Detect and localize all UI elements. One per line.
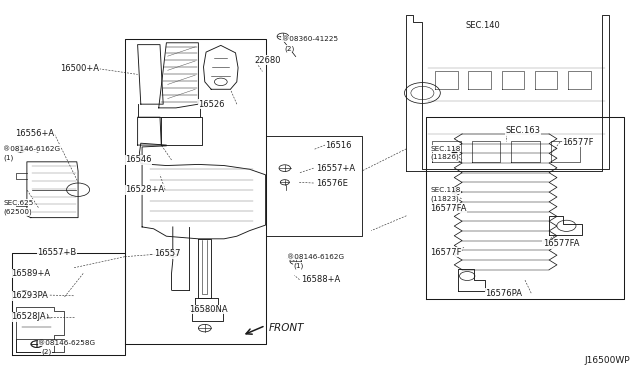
Text: 16577F: 16577F bbox=[562, 138, 593, 147]
Text: 16526: 16526 bbox=[198, 100, 225, 109]
Text: SEC.118: SEC.118 bbox=[430, 146, 460, 152]
Text: 16577F: 16577F bbox=[430, 248, 461, 257]
Text: 16557+A: 16557+A bbox=[316, 164, 355, 173]
Text: 16576E: 16576E bbox=[316, 179, 348, 187]
Text: (1): (1) bbox=[293, 263, 303, 269]
Text: ®08360-41225: ®08360-41225 bbox=[282, 36, 338, 42]
Text: 22680: 22680 bbox=[255, 56, 281, 65]
Text: ®08146-6162G: ®08146-6162G bbox=[287, 254, 344, 260]
Text: (2): (2) bbox=[42, 348, 52, 355]
Text: ®08146-6258G: ®08146-6258G bbox=[38, 340, 95, 346]
Text: 16528JA: 16528JA bbox=[12, 312, 46, 321]
Text: SEC.163: SEC.163 bbox=[506, 126, 541, 135]
Text: (2): (2) bbox=[285, 45, 295, 52]
Text: SEC.625: SEC.625 bbox=[3, 200, 33, 206]
Text: ®08146-6162G: ®08146-6162G bbox=[3, 146, 60, 152]
Text: (1): (1) bbox=[3, 155, 13, 161]
Text: 16576PA: 16576PA bbox=[485, 289, 522, 298]
Text: (62500): (62500) bbox=[3, 209, 32, 215]
Text: J16500WP: J16500WP bbox=[585, 356, 630, 365]
Text: 16556+A: 16556+A bbox=[15, 129, 54, 138]
Text: 16577FA: 16577FA bbox=[430, 204, 467, 213]
Text: 16580NA: 16580NA bbox=[189, 305, 227, 314]
Text: SEC.140: SEC.140 bbox=[466, 21, 500, 30]
Text: 16589+A: 16589+A bbox=[12, 269, 51, 278]
Text: 16546: 16546 bbox=[125, 155, 151, 164]
Text: 16500+A: 16500+A bbox=[60, 64, 99, 73]
Text: SEC.118: SEC.118 bbox=[430, 187, 460, 193]
Text: (11826): (11826) bbox=[430, 154, 459, 160]
Text: 16577FA: 16577FA bbox=[543, 239, 579, 248]
Text: (11823): (11823) bbox=[430, 196, 459, 202]
Text: 16293PA: 16293PA bbox=[12, 291, 49, 300]
Text: 16588+A: 16588+A bbox=[301, 275, 340, 284]
Text: 16557: 16557 bbox=[154, 249, 180, 258]
Text: 16557+B: 16557+B bbox=[37, 248, 76, 257]
Text: FRONT: FRONT bbox=[269, 323, 304, 333]
Text: 16528+A: 16528+A bbox=[125, 185, 164, 194]
Text: 16516: 16516 bbox=[325, 141, 351, 150]
